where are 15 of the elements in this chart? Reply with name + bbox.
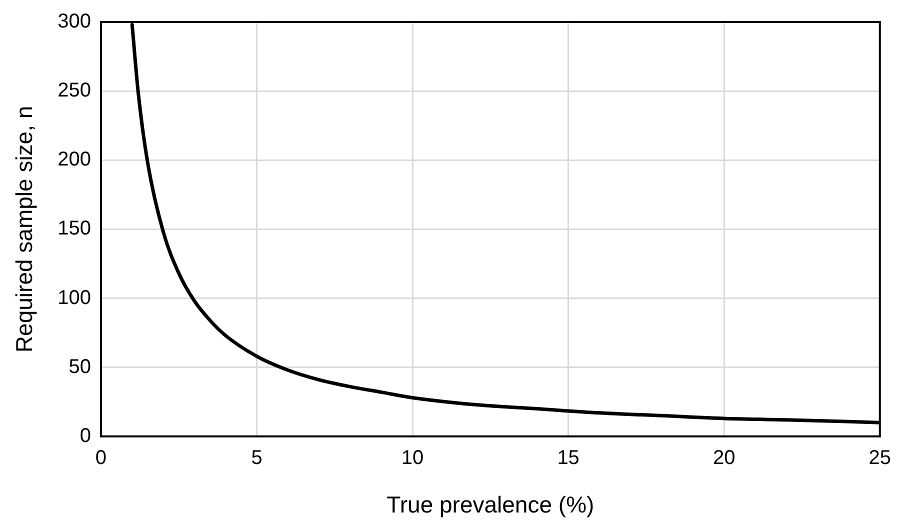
y-tick-label: 200 <box>58 148 91 171</box>
y-axis-title: Required sample size, n <box>11 106 38 353</box>
x-tick-label: 15 <box>557 446 580 469</box>
x-tick-label: 25 <box>868 446 891 469</box>
y-tick-label: 150 <box>58 218 91 240</box>
y-tick-label: 0 <box>80 424 91 447</box>
x-tick-label: 20 <box>712 446 736 469</box>
y-tick-label: 250 <box>58 80 91 102</box>
y-tick-label: 50 <box>68 356 91 378</box>
y-tick-label: 100 <box>58 286 91 309</box>
x-tick-label: 0 <box>95 446 107 469</box>
y-tick-label: 300 <box>58 10 91 33</box>
x-tick-label: 5 <box>251 446 262 469</box>
x-axis-title: True prevalence (%) <box>386 492 594 518</box>
x-tick-label: 10 <box>401 446 424 469</box>
